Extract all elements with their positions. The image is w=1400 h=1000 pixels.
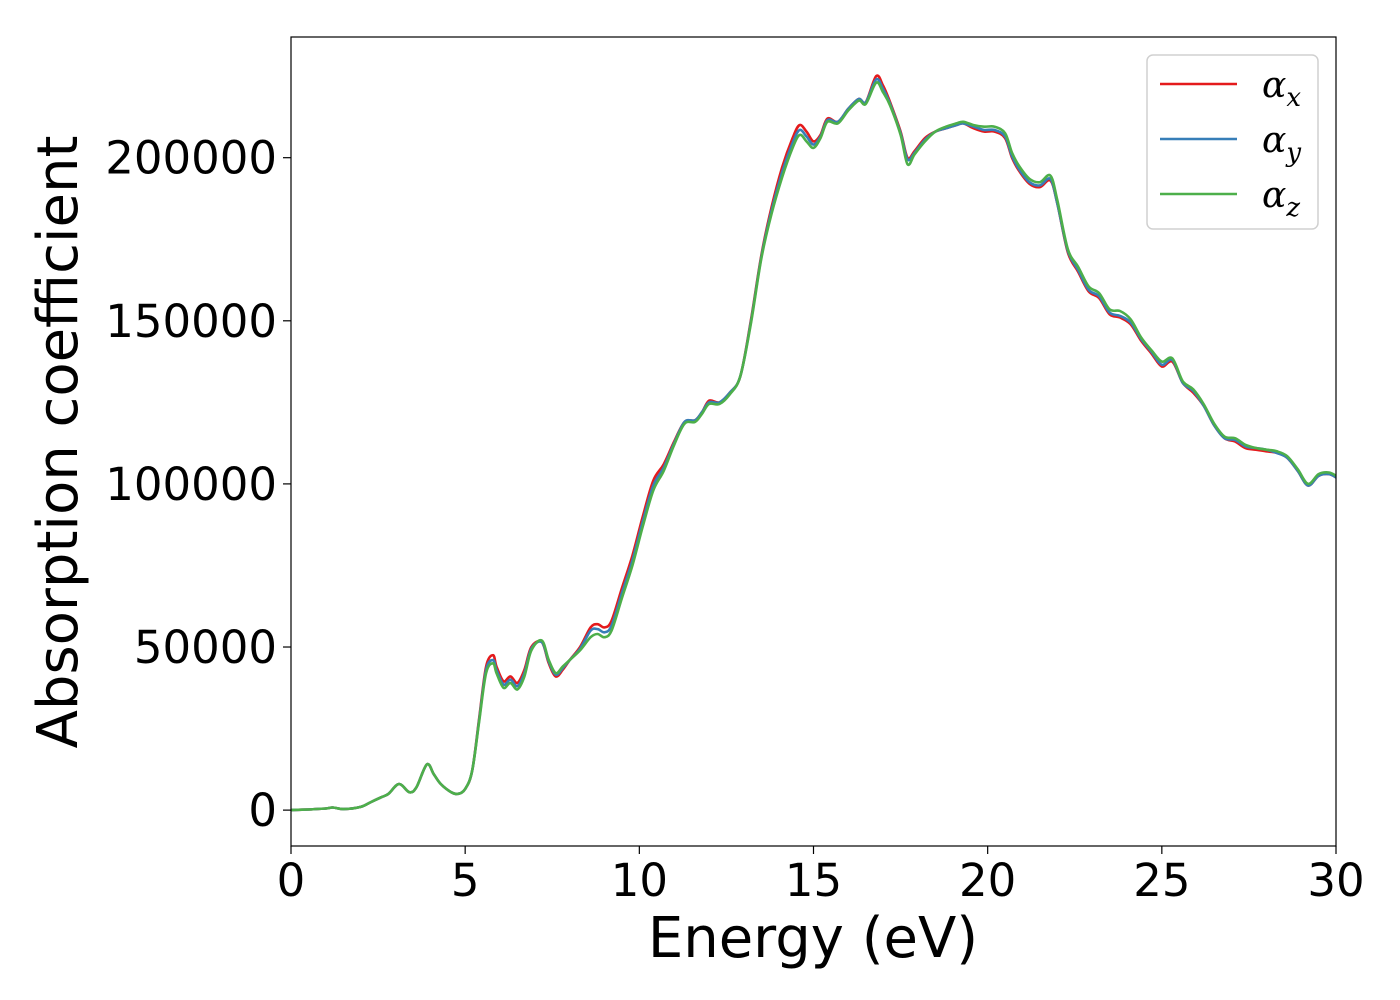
y-axis: 0 50000 100000 150000 200000	[105, 132, 291, 837]
legend-label-x: αx	[1262, 65, 1301, 113]
y-axis-label: Absorption coefficient	[26, 136, 91, 749]
x-tick-label: 15	[785, 854, 842, 907]
x-tick-label: 5	[451, 854, 480, 907]
x-tick-label: 25	[1133, 854, 1190, 907]
legend-label-y: αy	[1262, 120, 1301, 168]
series-line-z	[290, 81, 1337, 812]
y-tick-label: 150000	[105, 295, 277, 348]
x-tick-label: 0	[277, 854, 306, 907]
y-tick-label: 200000	[105, 132, 277, 185]
x-tick-label: 20	[959, 854, 1016, 907]
x-tick-label: 30	[1307, 854, 1364, 907]
y-tick-label: 0	[248, 784, 277, 837]
legend-box	[1146, 54, 1319, 230]
x-axis: 0 5 10 15 20 25 30	[277, 846, 1365, 907]
series-layer	[290, 74, 1337, 812]
y-tick-label: 50000	[134, 621, 277, 674]
legend-label-z: αz	[1262, 175, 1300, 223]
legend: αx αy αz	[1146, 54, 1319, 230]
x-axis-label: Energy (eV)	[648, 906, 978, 971]
y-tick-label: 100000	[105, 458, 277, 511]
x-tick-label: 10	[611, 854, 668, 907]
